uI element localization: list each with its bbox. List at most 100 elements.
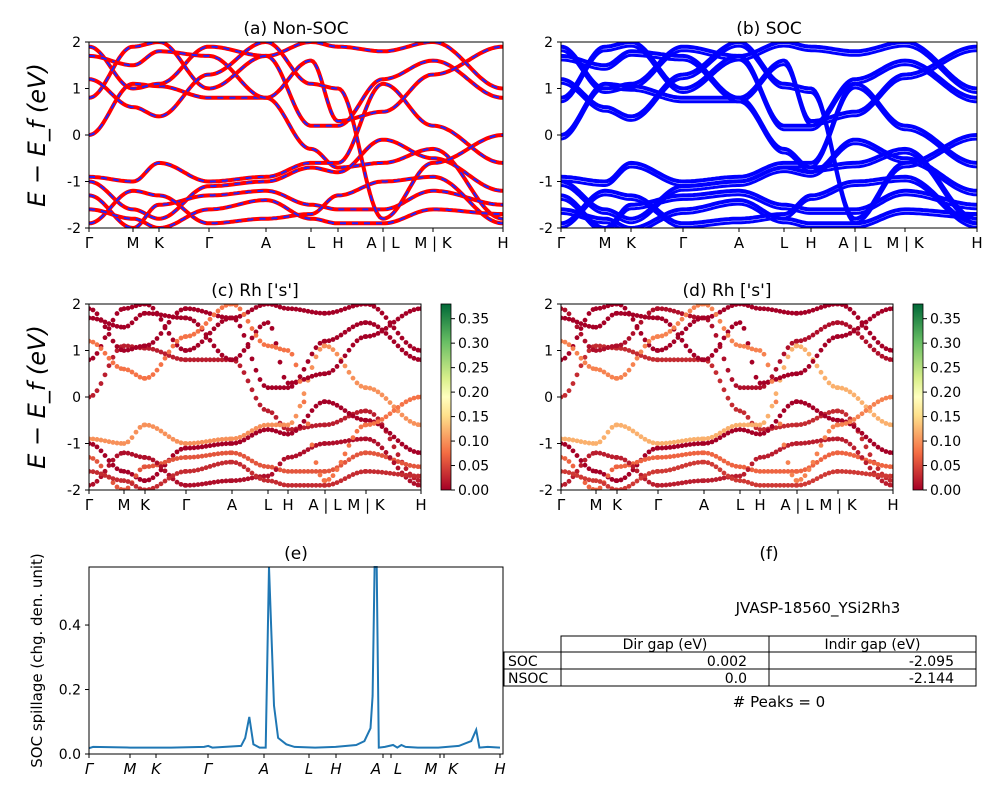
band-point: [733, 383, 739, 388]
x-tick-label: Γ: [205, 234, 214, 252]
band-point: [753, 374, 759, 380]
band-point: [851, 328, 857, 334]
x-tick-label: A: [699, 496, 710, 514]
band-point: [363, 304, 369, 307]
band-point: [671, 439, 677, 445]
band-point: [642, 343, 648, 349]
band-point: [281, 385, 287, 391]
band-point: [737, 385, 743, 391]
band-point: [614, 422, 620, 428]
band-point: [223, 478, 229, 484]
band-point: [237, 306, 243, 312]
band-point: [277, 346, 283, 352]
band-point: [191, 454, 197, 460]
band-point: [391, 434, 397, 440]
band-point: [859, 436, 865, 442]
band-point: [601, 471, 607, 477]
table-header: Indir gap (eV): [825, 637, 921, 653]
band-point: [879, 478, 885, 484]
band-point: [733, 427, 739, 433]
band-point: [301, 391, 307, 397]
band-point: [418, 394, 421, 400]
band-point: [375, 389, 381, 395]
band-point: [313, 403, 319, 409]
band-point: [826, 338, 832, 344]
band-line: [561, 42, 977, 221]
band-point: [178, 446, 184, 452]
band-line-dashed: [89, 45, 503, 123]
band-point: [106, 321, 112, 327]
band-point: [890, 450, 893, 456]
band-point: [835, 385, 841, 391]
band-point: [261, 463, 267, 469]
band-point: [277, 461, 283, 467]
band-point: [675, 443, 681, 449]
band-point: [646, 456, 652, 461]
band-point: [802, 473, 808, 479]
band-point: [285, 482, 291, 488]
band-point: [777, 375, 783, 381]
band-point: [806, 402, 812, 408]
band-point: [174, 456, 180, 461]
band-point: [375, 469, 381, 475]
band-point: [875, 461, 881, 467]
band-point: [241, 332, 247, 338]
band-point: [835, 408, 841, 414]
band-point: [725, 332, 731, 338]
band-point: [630, 428, 636, 434]
band-point: [346, 305, 352, 310]
band-point: [830, 320, 836, 326]
band-point: [305, 447, 311, 452]
band-point: [769, 374, 775, 380]
band-point: [211, 357, 217, 363]
band-point: [137, 454, 143, 460]
band-point: [566, 444, 572, 450]
y-tick-label: 1: [72, 344, 81, 360]
band-point: [679, 443, 685, 449]
x-tick-label: H: [887, 496, 898, 514]
band-line-split: [561, 44, 977, 104]
band-point: [761, 454, 767, 460]
band-point: [183, 441, 189, 446]
band-point: [199, 466, 205, 472]
band-point: [183, 445, 189, 451]
band-point: [601, 304, 607, 310]
band-point: [154, 367, 160, 373]
band-point: [170, 314, 176, 320]
band-point: [777, 482, 783, 488]
band-line-split: [561, 86, 977, 225]
band-point: [851, 392, 857, 398]
band-point: [597, 367, 603, 373]
band-point: [178, 469, 184, 475]
band-point: [879, 343, 885, 349]
band-point: [289, 351, 295, 357]
band-point: [273, 467, 279, 473]
band-point: [110, 317, 116, 323]
band-point: [757, 455, 763, 460]
band-point: [375, 441, 381, 447]
band-point: [733, 407, 739, 412]
band-point: [129, 346, 135, 352]
band-point: [215, 479, 221, 485]
band-point: [847, 324, 853, 330]
band-point: [781, 442, 787, 448]
band-point: [146, 311, 152, 316]
band-point: [761, 420, 767, 426]
band-point: [183, 482, 189, 488]
band-point: [354, 436, 360, 442]
band-point: [890, 306, 893, 312]
band-point: [150, 475, 156, 481]
x-tick-label: A | L: [308, 496, 342, 514]
band-point: [403, 472, 409, 478]
band-point: [601, 435, 607, 440]
band-point: [174, 438, 180, 444]
band-point: [839, 385, 845, 391]
band-point: [729, 324, 735, 330]
band-point: [322, 371, 328, 377]
band-point: [371, 322, 377, 327]
band-point: [679, 311, 685, 317]
band-point: [733, 304, 739, 307]
band-point: [114, 466, 120, 472]
band-point: [761, 469, 767, 474]
band-point: [570, 381, 576, 386]
